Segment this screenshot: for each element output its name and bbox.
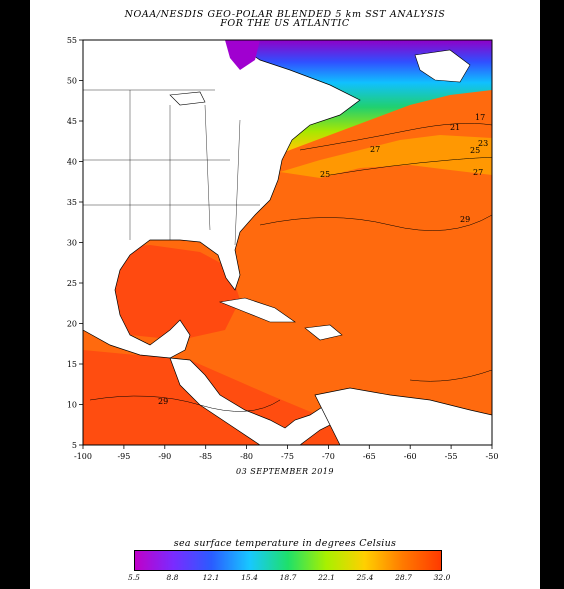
map-title: NOAA/NESDIS GEO-POLAR BLENDED 5 km SST A… — [124, 9, 446, 20]
lon-tick-label: -70 — [322, 452, 335, 461]
lat-tick-label: 50 — [67, 77, 77, 86]
colorbar-tick-label: 5.5 — [128, 573, 140, 582]
contour-label: 25 — [320, 170, 330, 179]
lat-tick-label: 35 — [67, 198, 77, 207]
lat-tick-label: 10 — [67, 401, 77, 410]
lon-tick-label: -60 — [404, 452, 417, 461]
colorbar-tick-label: 25.4 — [356, 573, 374, 582]
central-america-land — [169, 357, 341, 445]
lon-tick-label: -100 — [74, 452, 92, 461]
lat-tick-label: 25 — [67, 279, 77, 288]
latitude-axis: 55 50 45 40 35 30 25 20 15 10 5 — [67, 36, 83, 450]
lat-tick-label: 20 — [67, 320, 77, 329]
map-subtitle: FOR THE US ATLANTIC — [220, 18, 350, 29]
colorbar-tick-label: 18.7 — [279, 573, 297, 582]
colorbar-tick-label: 32.0 — [433, 573, 451, 582]
colorbar-tick-label: 28.7 — [395, 573, 412, 582]
sst-map: 17 21 23 25 25 27 27 29 29 -100 -95 -90 -85… — [67, 36, 499, 461]
contour-label: 21 — [450, 123, 460, 132]
newfoundland-land — [414, 49, 471, 83]
gulf-warm-region — [83, 245, 240, 340]
lat-tick-label: 40 — [67, 158, 77, 167]
hudson-bay-water — [225, 40, 260, 70]
contour-label: 23 — [478, 139, 488, 148]
transition-region — [280, 135, 492, 178]
colorbar-tick-label: 8.8 — [166, 573, 179, 582]
longitude-axis: -100 -95 -90 -85 -80 -75 -70 -65 -60 -55 -50 — [74, 445, 498, 461]
lon-tick-label: -50 — [486, 452, 499, 461]
lon-tick-label: -65 — [363, 452, 376, 461]
contour-label-group: 17 21 23 25 25 27 27 29 29 — [158, 113, 488, 406]
contour-lines — [89, 123, 492, 412]
lon-tick-label: -85 — [199, 452, 212, 461]
south-america-land — [314, 387, 492, 445]
lon-tick-label: -90 — [158, 452, 171, 461]
legend-title: sea surface temperature in degrees Celsi… — [173, 538, 397, 549]
lon-tick-label: -55 — [445, 452, 458, 461]
lon-tick-label: -80 — [240, 452, 253, 461]
hispaniola-land — [304, 324, 343, 341]
contour-label: 27 — [473, 168, 483, 177]
lon-tick-label: -75 — [281, 452, 294, 461]
lat-tick-label: 5 — [72, 441, 77, 450]
north-america-land — [83, 40, 361, 359]
colorbar-tick-label: 15.4 — [241, 573, 258, 582]
contour-label: 17 — [475, 113, 485, 122]
lat-tick-label: 30 — [67, 239, 77, 248]
cuba-land — [218, 297, 296, 323]
contour-label: 25 — [470, 146, 480, 155]
lat-tick-label: 45 — [67, 117, 77, 126]
lat-tick-label: 15 — [67, 360, 77, 369]
contour-label: 29 — [158, 397, 168, 406]
map-figure: NOAA/NESDIS GEO-POLAR BLENDED 5 km SST A… — [30, 0, 540, 589]
colorbar-tick-label: 22.1 — [318, 573, 335, 582]
state-borders — [83, 89, 260, 246]
colorbar — [134, 550, 442, 571]
great-lakes — [169, 91, 206, 106]
lon-tick-label: -95 — [117, 452, 130, 461]
lat-tick-label: 55 — [67, 36, 77, 45]
contour-label: 27 — [370, 145, 380, 154]
analysis-date: 03 SEPTEMBER 2019 — [236, 467, 334, 476]
contour-label: 29 — [460, 215, 470, 224]
colorbar-tick-label: 12.1 — [202, 573, 220, 582]
